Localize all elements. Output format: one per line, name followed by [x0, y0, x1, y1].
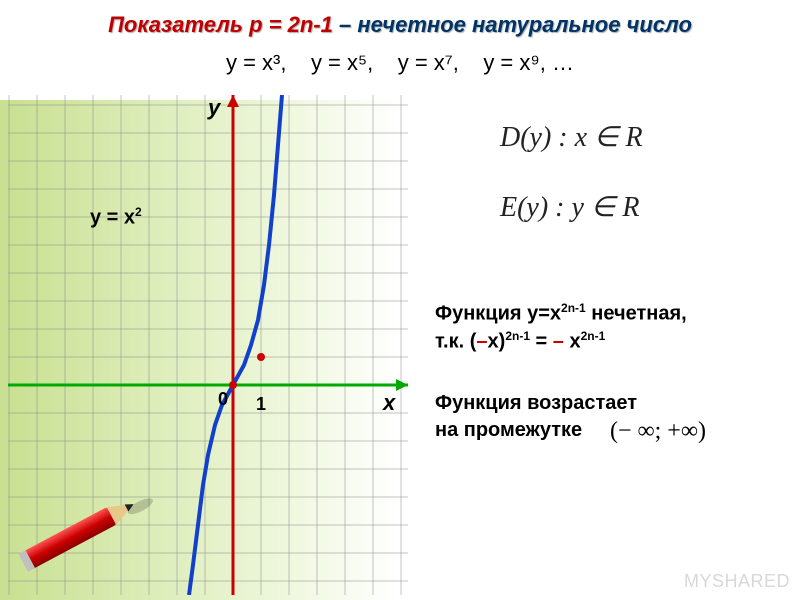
cubic-curve — [189, 95, 282, 595]
origin-label: 0 — [218, 389, 228, 409]
text-span: на промежутке — [435, 419, 582, 441]
odd-function-statement: Функция у=х2n-1 нечетная, т.к. (–х)2n-1 … — [435, 300, 687, 355]
text-span: Функция возрастает — [435, 392, 637, 414]
pencil-icon — [10, 485, 160, 575]
point-origin — [229, 381, 237, 389]
title-part-1: Показатель р = 2n-1 — [108, 12, 333, 37]
y-axis-arrow — [227, 95, 239, 107]
text-span: х — [564, 330, 581, 352]
x-axis-label: х — [382, 390, 396, 415]
interval-expr: (− ∞; +∞) — [610, 418, 706, 445]
watermark: MYSHARED — [684, 571, 790, 592]
text-sup: 2n-1 — [581, 329, 606, 343]
x-axis-arrow — [396, 379, 408, 391]
neg-sign: – — [553, 330, 564, 352]
neg-sign: – — [476, 330, 487, 352]
curve-label: у = х2 — [90, 205, 142, 230]
domain-expr: D(y) : x ∈ R — [500, 120, 643, 154]
increasing-statement: Функция возрастает на промежутке — [435, 390, 637, 444]
page-title: Показатель р = 2n-1 – нечетное натуральн… — [40, 12, 760, 38]
tick-one-label: 1 — [256, 394, 266, 414]
subtitle-item: у = х⁵, — [311, 50, 373, 75]
text-span: = — [530, 330, 553, 352]
text-sup: 2n-1 — [561, 301, 586, 315]
text-span: х) — [488, 330, 506, 352]
y-axis-label: у — [207, 95, 222, 120]
subtitle: у = х³, у = х⁵, у = х⁷, у = х⁹, … — [0, 50, 800, 76]
subtitle-item: у = х⁷, — [398, 50, 459, 75]
range-expr: E(y) : y ∈ R — [500, 190, 639, 224]
point-one-one — [257, 353, 265, 361]
text-span: т.к. ( — [435, 330, 476, 352]
subtitle-item: у = х⁹, … — [483, 50, 574, 75]
text-span: Функция у=х — [435, 303, 561, 325]
text-span: нечетная, — [586, 303, 687, 325]
subtitle-item: у = х³, — [226, 50, 287, 75]
text-sup: 2n-1 — [505, 329, 530, 343]
title-part-2: – нечетное натуральное число — [339, 12, 692, 37]
